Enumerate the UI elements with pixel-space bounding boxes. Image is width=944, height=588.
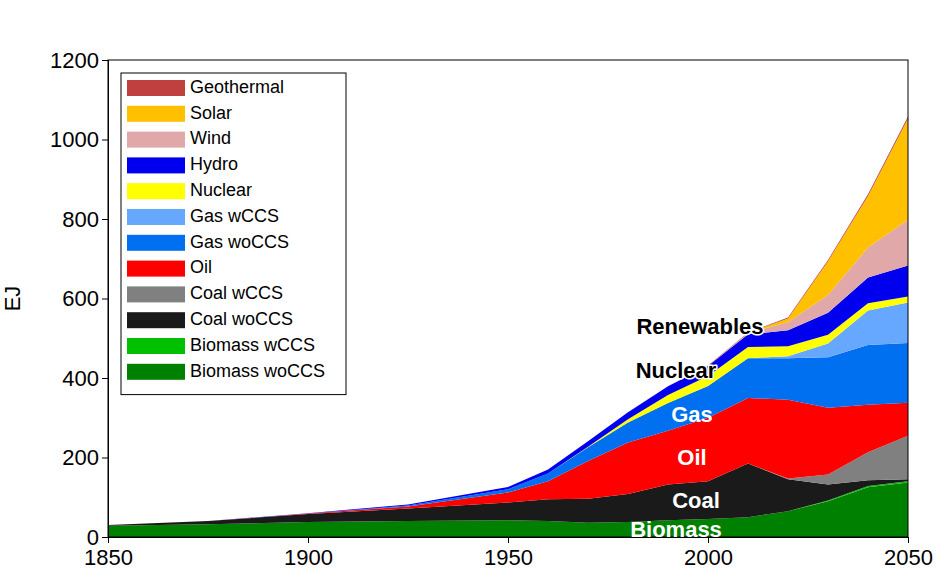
annotation: Renewables	[636, 314, 763, 339]
legend-swatch	[127, 209, 185, 225]
y-tick-mark	[102, 299, 108, 300]
annotation: Oil	[677, 445, 706, 470]
x-tick-label: 1900	[284, 545, 333, 570]
y-tick-mark	[102, 140, 108, 141]
y-tick-mark	[102, 378, 108, 379]
legend-swatch	[127, 106, 185, 122]
legend-swatch	[127, 312, 185, 328]
legend-box	[121, 73, 346, 395]
x-tick: 2050	[884, 537, 933, 570]
legend-label: Hydro	[190, 154, 238, 174]
y-tick-mark	[102, 537, 108, 538]
x-tick-label: 2050	[884, 545, 933, 570]
y-tick: 800	[62, 207, 108, 232]
y-tick: 600	[62, 286, 108, 311]
y-axis: 0 200 400 600 800 1000 1200	[50, 48, 108, 550]
legend-swatch	[127, 80, 185, 96]
plot-frame	[108, 60, 908, 537]
x-tick-mark	[508, 537, 509, 543]
area-series	[108, 343, 908, 525]
legend-swatch	[127, 338, 185, 354]
y-tick: 0	[87, 525, 108, 550]
x-tick: 1950	[484, 537, 533, 570]
y-tick-label: 1200	[50, 48, 99, 73]
y-tick-label: 1000	[50, 127, 99, 152]
legend-swatch	[127, 183, 185, 199]
y-tick-label: 0	[87, 525, 99, 550]
area-series	[108, 118, 908, 525]
y-tick: 200	[62, 445, 108, 470]
legend-label: Coal wCCS	[190, 283, 283, 303]
x-tick-label: 1950	[484, 545, 533, 570]
y-tick: 1000	[50, 127, 108, 152]
y-tick: 1200	[50, 48, 108, 73]
x-tick-label: 2000	[684, 545, 733, 570]
y-tick-mark	[102, 219, 108, 220]
x-tick: 1900	[284, 537, 333, 570]
legend-swatch	[127, 235, 185, 251]
legend-label: Biomass wCCS	[190, 335, 315, 355]
plot-area	[108, 116, 908, 537]
legend: Geothermal Solar Wind Hydro Nuclear Gas wCCS G…	[121, 73, 346, 395]
legend-swatch	[127, 261, 185, 277]
chart: 1850190019502000205002004006008001000120…	[0, 0, 944, 588]
legend-label: Solar	[190, 103, 232, 123]
y-tick-label: 200	[62, 445, 99, 470]
legend-label: Geothermal	[190, 77, 284, 97]
x-axis-line	[109, 538, 909, 544]
y-tick-label: 800	[62, 207, 99, 232]
legend-label: Biomass woCCS	[190, 361, 325, 381]
y-tick: 400	[62, 366, 108, 391]
x-axis: 18501900195020002050	[84, 537, 933, 570]
area-series	[108, 398, 908, 525]
legend-label: Nuclear	[190, 180, 252, 200]
x-tick-mark	[908, 537, 909, 543]
legend-label: Coal woCCS	[190, 309, 293, 329]
y-axis-title: EJ	[0, 286, 25, 312]
annotation: Gas	[671, 402, 713, 427]
legend-swatch	[127, 132, 185, 148]
legend-swatch	[127, 286, 185, 302]
x-tick: 2000	[684, 537, 733, 570]
legend-label: Wind	[190, 128, 231, 148]
x-tick-mark	[308, 537, 309, 543]
y-axis-line	[102, 61, 109, 538]
legend-swatch	[127, 364, 185, 380]
annotation: Nuclear	[636, 358, 717, 383]
y-tick-mark	[102, 60, 108, 61]
annotation: Biomass	[630, 517, 722, 542]
y-tick-label: 400	[62, 366, 99, 391]
y-tick-mark	[102, 458, 108, 459]
legend-label: Oil	[190, 257, 212, 277]
legend-swatch	[127, 157, 185, 173]
legend-label: Gas woCCS	[190, 232, 289, 252]
annotation: Coal	[672, 488, 720, 513]
y-tick-label: 600	[62, 286, 99, 311]
legend-label: Gas wCCS	[190, 206, 279, 226]
